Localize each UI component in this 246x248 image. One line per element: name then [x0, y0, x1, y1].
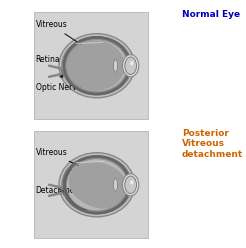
- Text: Posterior
Vitreous
detachment: Posterior Vitreous detachment: [182, 129, 243, 159]
- Ellipse shape: [123, 174, 139, 196]
- Ellipse shape: [66, 41, 125, 91]
- Ellipse shape: [62, 156, 132, 214]
- Text: Detachment: Detachment: [36, 186, 83, 195]
- Ellipse shape: [62, 36, 132, 95]
- Text: Vitreous: Vitreous: [36, 148, 91, 171]
- Ellipse shape: [59, 34, 135, 98]
- Text: Normal Eye: Normal Eye: [182, 10, 240, 19]
- Ellipse shape: [125, 57, 137, 74]
- Text: Optic Nerve: Optic Nerve: [36, 74, 81, 92]
- Text: Retina: Retina: [36, 55, 71, 64]
- Ellipse shape: [59, 153, 135, 217]
- Ellipse shape: [130, 61, 133, 65]
- Ellipse shape: [123, 55, 139, 77]
- Ellipse shape: [130, 180, 133, 185]
- Ellipse shape: [113, 59, 118, 72]
- Text: Vitreous: Vitreous: [36, 20, 88, 49]
- Ellipse shape: [125, 176, 137, 193]
- Polygon shape: [69, 162, 127, 208]
- Ellipse shape: [113, 178, 118, 191]
